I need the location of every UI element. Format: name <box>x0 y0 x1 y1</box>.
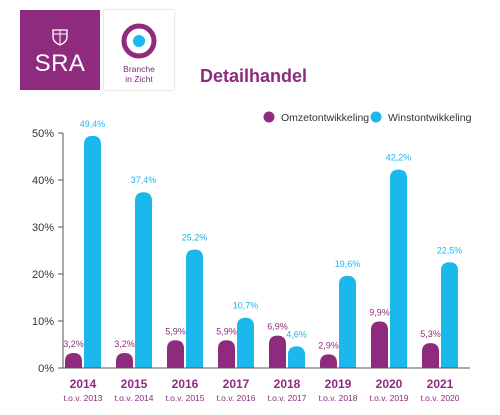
winst-value-label: 19,6% <box>335 259 361 269</box>
omzet-bar <box>422 343 439 368</box>
winst-value-label: 42,2% <box>386 153 412 163</box>
winst-value-label: 25,2% <box>182 233 208 243</box>
x-tick-sublabel: t.o.v. 2013 <box>63 393 102 403</box>
winst-value-label: 4,6% <box>286 329 307 339</box>
winst-bar <box>288 346 305 368</box>
x-tick-label: 2015 <box>121 377 148 391</box>
x-axis: 2014 t.o.v. 2013 2015 t.o.v. 2014 2016 t.o.v.… <box>63 367 470 403</box>
x-tick-label: 2019 <box>325 377 352 391</box>
winst-bar <box>339 275 356 368</box>
x-tick-label: 2014 <box>70 377 97 391</box>
winst-bar <box>84 135 101 368</box>
omzet-value-label: 9,9% <box>369 307 390 317</box>
omzet-value-label: 2,9% <box>318 340 339 350</box>
winst-bar <box>186 249 203 368</box>
winst-bar <box>237 317 254 368</box>
omzet-bar <box>320 354 337 368</box>
shield-icon <box>52 29 68 46</box>
omzet-value-label: 5,9% <box>165 326 186 336</box>
omzet-bar <box>65 352 82 368</box>
y-axis: 0% 10% 20% 30% 40% 50% <box>32 128 64 375</box>
branche-logo-text: Branche in Zicht <box>104 64 174 84</box>
winst-value-label: 37,4% <box>131 175 157 185</box>
x-tick-sublabel: t.o.v. 2019 <box>369 393 408 403</box>
omzet-bar <box>371 321 388 368</box>
y-tick-label: 20% <box>32 269 54 281</box>
sra-logo: SRA <box>20 10 100 90</box>
page-title: Detailhandel <box>200 66 308 86</box>
omzet-value-label: 5,9% <box>216 326 237 336</box>
legend: Omzetontwikkeling Winstontwikkeling <box>263 111 472 124</box>
legend-marker-omzet <box>263 111 275 123</box>
branche-logo-line1: Branche <box>123 64 155 74</box>
x-tick-label: 2016 <box>172 377 199 391</box>
omzet-value-label: 3,2% <box>63 339 84 349</box>
x-tick-sublabel: t.o.v. 2016 <box>216 393 255 403</box>
winst-bar <box>390 169 407 368</box>
x-tick-sublabel: t.o.v. 2018 <box>318 393 357 403</box>
x-tick-sublabel: t.o.v. 2015 <box>165 393 204 403</box>
omzet-bar <box>269 335 286 368</box>
winst-value-label: 10,7% <box>233 301 259 311</box>
legend-marker-winst <box>370 111 382 123</box>
data-labels: 3,2% 49,4% 3,2% 37,4% 5,9% 25,2% 5,9% 10,7% 6,9%… <box>63 119 462 351</box>
winst-bar <box>135 192 152 368</box>
x-tick-label: 2018 <box>274 377 301 391</box>
x-tick-sublabel: t.o.v. 2014 <box>114 393 153 403</box>
x-tick-sublabel: t.o.v. 2020 <box>420 393 459 403</box>
omzet-bar <box>167 340 184 368</box>
x-tick-label: 2017 <box>223 377 250 391</box>
omzet-bar <box>116 352 133 368</box>
omzet-value-label: 5,3% <box>420 329 441 339</box>
winst-bar <box>441 262 458 368</box>
legend-label-winst: Winstontwikkeling <box>388 112 472 124</box>
x-tick-label: 2020 <box>376 377 403 391</box>
bars <box>65 135 458 368</box>
x-tick-label: 2021 <box>427 377 454 391</box>
y-tick-label: 50% <box>32 128 54 140</box>
branche-in-zicht-logo: Branche in Zicht <box>104 10 174 90</box>
legend-label-omzet: Omzetontwikkeling <box>281 112 369 124</box>
winst-value-label: 49,4% <box>80 119 106 129</box>
branche-logo-line2: in Zicht <box>125 74 153 84</box>
winst-value-label: 22,5% <box>437 245 463 255</box>
sra-logo-text: SRA <box>34 50 86 77</box>
y-tick-label: 30% <box>32 222 54 234</box>
y-tick-label: 0% <box>38 363 54 375</box>
omzet-bar <box>218 340 235 368</box>
omzet-value-label: 6,9% <box>267 322 288 332</box>
y-tick-label: 40% <box>32 175 54 187</box>
y-tick-label: 10% <box>32 316 54 328</box>
target-icon <box>121 23 157 59</box>
x-tick-sublabel: t.o.v. 2017 <box>267 393 306 403</box>
omzet-value-label: 3,2% <box>114 339 135 349</box>
